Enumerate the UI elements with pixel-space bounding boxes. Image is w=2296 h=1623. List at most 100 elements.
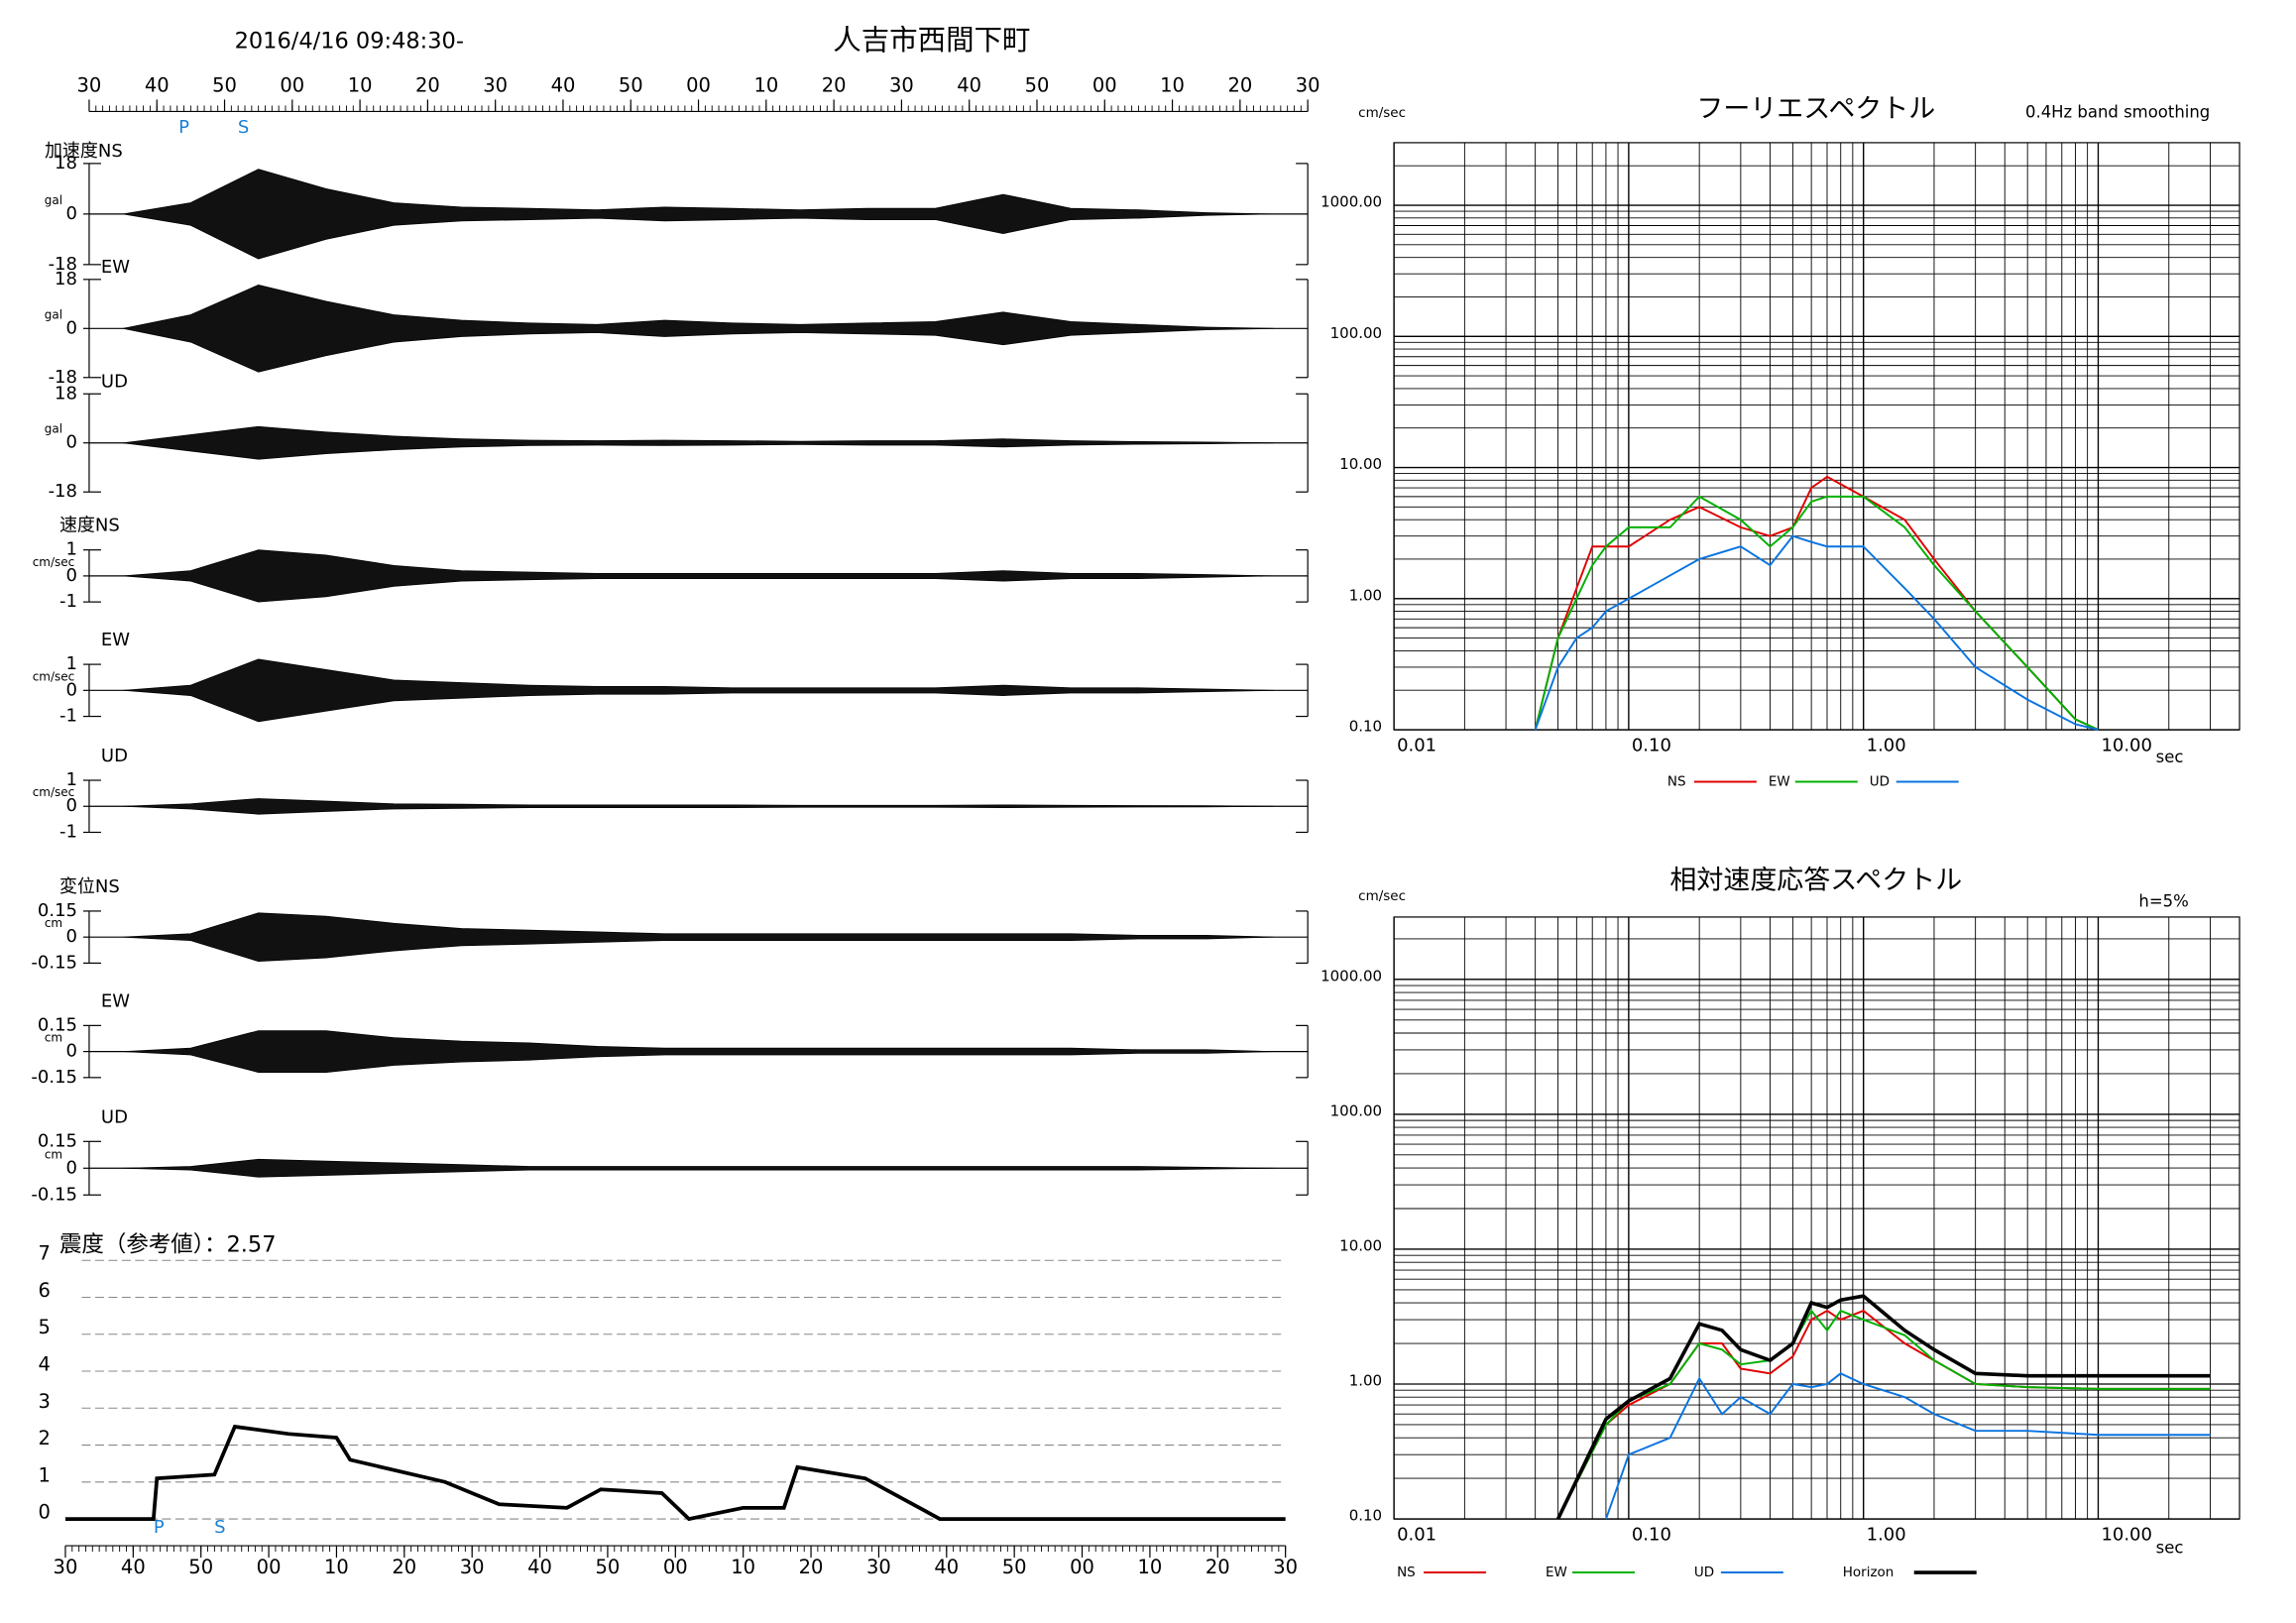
x-tick-label: 40 <box>934 1556 959 1578</box>
panel-label: EW <box>101 257 130 278</box>
y-tick-label: 0 <box>66 795 77 816</box>
spectrum-line <box>1605 1372 2211 1520</box>
response-y-label: cm/sec <box>1358 888 1406 904</box>
x-tick-label: 30 <box>889 73 914 96</box>
x-tick-label: 10 <box>731 1556 755 1578</box>
waveform-envelope <box>123 549 1274 603</box>
spectrum-line <box>1534 495 2099 731</box>
x-tick-label: 00 <box>257 1556 282 1578</box>
waveform-envelope <box>123 169 1274 260</box>
x-tick-label: 0.10 <box>1632 1525 1671 1546</box>
unit-label: cm <box>45 1147 62 1161</box>
x-tick-label: 50 <box>619 73 643 96</box>
intensity-title: 震度（参考値）：2.57 <box>59 1232 277 1258</box>
unit-label: gal <box>45 422 62 436</box>
legend-label: EW <box>1769 774 1790 790</box>
y-tick-label: 1000.00 <box>1320 967 1382 985</box>
spectrum-line <box>1534 534 2099 731</box>
y-tick-label: 10.00 <box>1339 455 1382 473</box>
unit-label: cm/sec <box>33 555 75 569</box>
x-tick-label: 10.00 <box>2101 736 2151 756</box>
y-tick-label: 0 <box>66 203 77 224</box>
y-tick-label: 0 <box>66 565 77 586</box>
y-tick-label: 100.00 <box>1330 324 1382 342</box>
x-tick-label: 0.10 <box>1632 736 1671 756</box>
y-tick-label: 3 <box>39 1390 51 1413</box>
y-tick-label: 0 <box>66 926 77 947</box>
y-tick-label: 0 <box>66 679 77 700</box>
unit-label: gal <box>45 193 62 207</box>
phase-marker: S <box>238 117 249 138</box>
panel-label: 加速度NS <box>45 141 123 162</box>
x-tick-label: 00 <box>280 73 304 96</box>
x-tick-label: 20 <box>1205 1556 1230 1578</box>
x-tick-label: 40 <box>145 73 170 96</box>
y-tick-label: 1 <box>66 653 77 674</box>
panel-label: UD <box>101 1106 128 1127</box>
panel-label: UD <box>101 746 128 766</box>
y-tick-label: 18 <box>55 269 77 290</box>
x-tick-label: 30 <box>1273 1556 1298 1578</box>
panel-label: EW <box>101 630 130 650</box>
y-tick-label: 0 <box>66 317 77 338</box>
fourier-y-label: cm/sec <box>1358 105 1406 121</box>
unit-label: cm <box>45 916 62 930</box>
phase-marker: P <box>154 1517 165 1538</box>
waveform-envelope <box>123 658 1274 723</box>
x-tick-label: 40 <box>121 1556 146 1578</box>
panel-label: 変位NS <box>59 876 120 897</box>
intensity-line <box>64 1424 1286 1522</box>
x-tick-label: 40 <box>551 73 576 96</box>
y-tick-label: 10.00 <box>1339 1236 1382 1254</box>
y-tick-label: 0 <box>66 432 77 453</box>
y-tick-label: 1 <box>39 1463 51 1486</box>
y-tick-label: 4 <box>39 1353 51 1376</box>
y-tick-label: 0.10 <box>1349 1507 1382 1525</box>
x-tick-label: 20 <box>392 1556 416 1578</box>
legend-label: NS <box>1667 774 1686 790</box>
y-tick-label: 0.15 <box>38 1014 77 1035</box>
y-tick-label: 0 <box>66 1041 77 1062</box>
x-tick-label: 1.00 <box>1867 1525 1906 1546</box>
x-tick-label: 30 <box>1296 73 1320 96</box>
y-tick-label: 2 <box>39 1427 51 1449</box>
y-tick-label: 6 <box>39 1279 51 1302</box>
y-tick-label: -0.15 <box>31 1067 76 1088</box>
response-x-label: sec <box>2156 1539 2184 1558</box>
x-tick-label: 10.00 <box>2101 1525 2151 1546</box>
waveform-envelope <box>123 1158 1274 1178</box>
x-tick-label: 30 <box>77 73 102 96</box>
legend-label: Horizon <box>1843 1565 1894 1580</box>
response-annotation: h=5% <box>2138 891 2188 910</box>
x-tick-label: 10 <box>753 73 778 96</box>
x-tick-label: 10 <box>1138 1556 1163 1578</box>
y-tick-label: 1.00 <box>1349 1372 1382 1390</box>
y-tick-label: 1 <box>66 769 77 790</box>
fourier-x-label: sec <box>2156 748 2184 766</box>
legend-label: EW <box>1546 1565 1567 1580</box>
x-tick-label: 50 <box>1025 73 1050 96</box>
x-tick-label: 40 <box>957 73 981 96</box>
y-tick-label: 18 <box>55 153 77 174</box>
x-tick-label: 40 <box>527 1556 552 1578</box>
x-tick-label: 1.00 <box>1867 736 1906 756</box>
unit-label: cm/sec <box>33 785 75 799</box>
x-tick-label: 30 <box>483 73 508 96</box>
x-tick-label: 00 <box>663 1556 688 1578</box>
panel-label: EW <box>101 990 130 1011</box>
x-tick-label: 20 <box>415 73 440 96</box>
y-tick-label: 0 <box>66 1157 77 1178</box>
unit-label: cm <box>45 1031 62 1045</box>
x-tick-label: 30 <box>460 1556 485 1578</box>
station-title: 人吉市西間下町 <box>833 24 1030 57</box>
x-tick-label: 30 <box>54 1556 78 1578</box>
fourier-title: フーリエスペクトル <box>1696 93 1935 124</box>
phase-marker: P <box>178 117 189 138</box>
unit-label: cm/sec <box>33 669 75 683</box>
x-tick-label: 20 <box>822 73 847 96</box>
x-tick-label: 20 <box>1227 73 1252 96</box>
response-title: 相対速度応答スペクトル <box>1669 865 1962 895</box>
